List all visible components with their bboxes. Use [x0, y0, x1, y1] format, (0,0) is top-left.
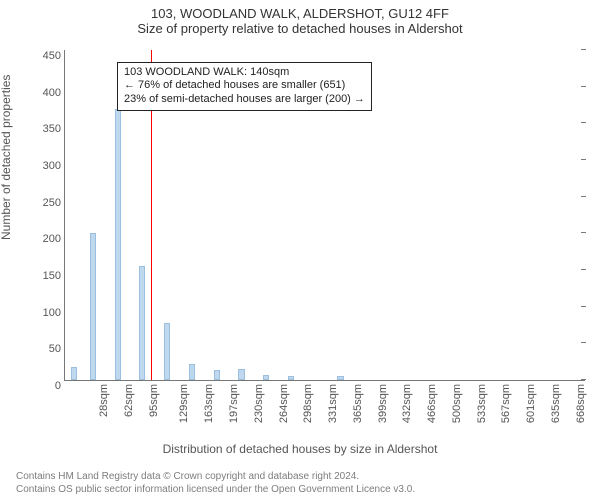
bar: [263, 375, 269, 380]
bar: [214, 370, 220, 380]
y-tick-label: 100: [21, 307, 65, 319]
x-tick-label: 163sqm: [203, 384, 215, 423]
y-tick-label: 50: [21, 343, 65, 355]
x-tick-label: 399sqm: [377, 384, 389, 423]
chart-title-sub: Size of property relative to detached ho…: [0, 21, 600, 40]
y-tick-mark: [581, 49, 586, 50]
plot-area: 103 WOODLAND WALK: 140sqm← 76% of detach…: [64, 50, 585, 381]
y-tick-mark: [581, 122, 586, 123]
x-tick-label: 28sqm: [98, 384, 110, 417]
x-tick-label: 567sqm: [501, 384, 513, 423]
bar: [164, 323, 170, 380]
chart-container: Number of detached properties 103 WOODLA…: [0, 40, 600, 440]
y-tick-label: 200: [21, 233, 65, 245]
annotation-box: 103 WOODLAND WALK: 140sqm← 76% of detach…: [117, 62, 372, 111]
x-tick-label: 635sqm: [550, 384, 562, 423]
bar: [238, 369, 244, 380]
footer-attribution: Contains HM Land Registry data © Crown c…: [16, 470, 415, 496]
y-tick-mark: [581, 269, 586, 270]
bar: [90, 233, 96, 380]
x-tick-label: 264sqm: [278, 384, 290, 423]
y-tick-label: 150: [21, 270, 65, 282]
x-tick-label: 668sqm: [575, 384, 587, 423]
annotation-line: 103 WOODLAND WALK: 140sqm: [124, 66, 365, 80]
y-tick-mark: [581, 342, 586, 343]
x-tick-label: 331sqm: [327, 384, 339, 423]
y-tick-label: 450: [21, 50, 65, 62]
annotation-line: ← 76% of detached houses are smaller (65…: [124, 79, 365, 93]
x-tick-label: 62sqm: [123, 384, 135, 417]
x-tick-label: 95sqm: [148, 384, 160, 417]
y-tick-mark: [581, 86, 586, 87]
x-tick-label: 500sqm: [451, 384, 463, 423]
x-axis-label: Distribution of detached houses by size …: [0, 440, 600, 456]
y-axis-label: Number of detached properties: [0, 75, 13, 240]
y-tick-label: 400: [21, 87, 65, 99]
bar: [139, 266, 145, 380]
y-tick-mark: [581, 379, 586, 380]
y-tick-mark: [581, 306, 586, 307]
bar: [115, 109, 121, 380]
y-tick-mark: [581, 232, 586, 233]
x-tick-label: 230sqm: [253, 384, 265, 423]
y-tick-label: 350: [21, 123, 65, 135]
bar: [288, 376, 294, 380]
x-tick-label: 298sqm: [302, 384, 314, 423]
x-tick-label: 432sqm: [401, 384, 413, 423]
y-tick-mark: [581, 196, 586, 197]
annotation-line: 23% of semi-detached houses are larger (…: [124, 93, 365, 107]
bar: [71, 367, 77, 380]
footer-line-2: Contains OS public sector information li…: [16, 483, 415, 496]
x-tick-label: 466sqm: [426, 384, 438, 423]
x-tick-label: 533sqm: [476, 384, 488, 423]
y-tick-label: 250: [21, 197, 65, 209]
bar: [189, 364, 195, 380]
x-tick-label: 197sqm: [228, 384, 240, 423]
y-tick-label: 0: [21, 380, 65, 392]
y-tick-mark: [581, 159, 586, 160]
x-tick-label: 365sqm: [352, 384, 364, 423]
x-tick-label: 601sqm: [525, 384, 537, 423]
bar: [337, 376, 343, 380]
footer-line-1: Contains HM Land Registry data © Crown c…: [16, 470, 415, 483]
chart-title-main: 103, WOODLAND WALK, ALDERSHOT, GU12 4FF: [0, 0, 600, 21]
y-tick-label: 300: [21, 160, 65, 172]
x-tick-label: 129sqm: [179, 384, 191, 423]
